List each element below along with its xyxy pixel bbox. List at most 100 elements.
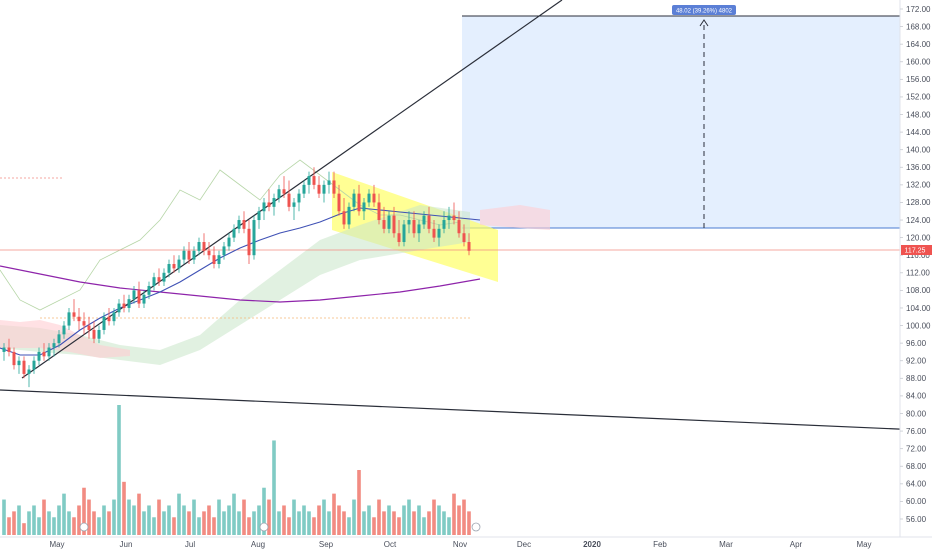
candle [297, 189, 301, 212]
ichimoku-cloud [0, 205, 550, 365]
last-price-badge [901, 245, 932, 255]
volume-bar [132, 505, 136, 535]
time-tick-label: Oct [384, 540, 397, 549]
candle-body [162, 272, 166, 282]
price-tick-label: 156.00 [906, 75, 931, 84]
price-tick-label: 76.00 [906, 427, 927, 436]
candle-body [427, 215, 431, 229]
candle [347, 202, 351, 229]
volume-bar [412, 511, 416, 535]
volume-bar [77, 505, 81, 535]
candle [387, 211, 391, 234]
volume-bar [27, 511, 31, 535]
candle [382, 206, 386, 234]
volume-bar [417, 505, 421, 535]
candle-body [452, 215, 456, 221]
earnings-marker-icon[interactable] [79, 522, 89, 532]
volume-bar [367, 505, 371, 535]
candle [292, 198, 296, 221]
candle-body [227, 237, 231, 247]
candle-body [337, 193, 341, 212]
candle [262, 198, 266, 221]
candle-body [127, 299, 131, 308]
volume-bar [237, 511, 241, 535]
time-tick-label: Dec [517, 540, 531, 549]
candle-body [87, 325, 91, 330]
candle [102, 312, 106, 335]
candle [137, 281, 141, 308]
volume-bar [107, 511, 111, 535]
candle-body [267, 202, 271, 207]
candle [447, 206, 451, 229]
candle [357, 184, 361, 216]
candle [247, 220, 251, 264]
candle-body [367, 193, 371, 203]
price-tick-label: 64.00 [906, 480, 927, 489]
volume-bar [377, 499, 381, 535]
price-tick-label: 56.00 [906, 515, 927, 524]
candle [392, 206, 396, 238]
earnings-marker-icon[interactable] [471, 522, 481, 532]
candle [192, 246, 196, 264]
candle-body [387, 215, 391, 229]
candle-body [147, 285, 151, 295]
candle [362, 198, 366, 221]
time-tick-label: Jul [185, 540, 195, 549]
price-tick-label: 152.00 [906, 93, 931, 102]
candle-body [12, 351, 16, 366]
volume-bar [177, 493, 181, 535]
price-tick-label: 120.00 [906, 233, 931, 242]
candle-body [72, 312, 76, 317]
candle-body [112, 312, 116, 322]
candle-body [432, 228, 436, 238]
time-tick-label: Apr [790, 540, 803, 549]
candle-body [52, 343, 56, 348]
volume-bar [272, 440, 276, 535]
volume-bar [407, 499, 411, 535]
candle [7, 338, 11, 357]
candle-body [167, 264, 171, 273]
candle-body [212, 255, 216, 264]
volume-bar [32, 505, 36, 535]
volume-bar [52, 517, 56, 535]
volume-bar [387, 505, 391, 535]
candle [67, 307, 71, 330]
price-tick-label: 108.00 [906, 286, 931, 295]
price-tick-label: 144.00 [906, 128, 931, 137]
volume-bar [222, 511, 226, 535]
volume-bar [437, 505, 441, 535]
candle-body [317, 184, 321, 194]
earnings-marker-icon[interactable] [259, 522, 269, 532]
candle [312, 167, 316, 190]
candle-body [347, 206, 351, 225]
uptrend-line [21, 0, 563, 379]
candle-body [377, 202, 381, 221]
candle [147, 281, 151, 300]
volume-bar [342, 511, 346, 535]
candle-body [67, 312, 71, 326]
candle [287, 180, 291, 212]
candle-body [7, 347, 11, 352]
candle [212, 246, 216, 269]
price-axis-panel[interactable] [900, 0, 932, 550]
time-tick-label: Aug [251, 540, 265, 549]
volume-bar [317, 505, 321, 535]
candle-body [62, 325, 66, 335]
volume-bar [82, 487, 86, 535]
price-tick-label: 168.00 [906, 22, 931, 31]
candle [92, 321, 96, 344]
candle [227, 233, 231, 251]
candle [307, 171, 311, 194]
volume-bar [287, 517, 291, 535]
candle-body [207, 250, 211, 256]
volume-bar [212, 517, 216, 535]
candle [62, 321, 66, 339]
candle-body [217, 255, 221, 264]
volume-bar [97, 517, 101, 535]
candle-body [342, 211, 346, 225]
volume-bar [2, 499, 6, 535]
candle [267, 189, 271, 212]
volume-bar [292, 499, 296, 535]
